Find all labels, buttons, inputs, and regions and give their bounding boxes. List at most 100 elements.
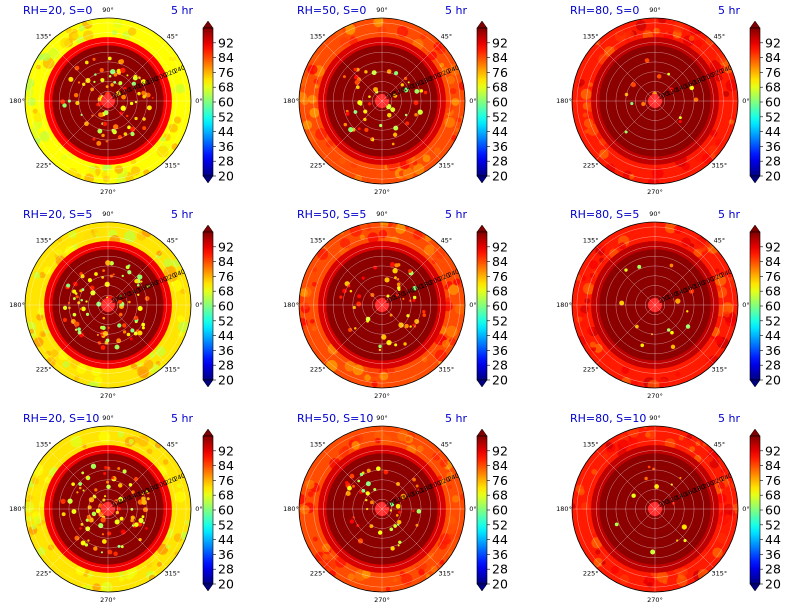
- angular-gridline: [107, 100, 167, 160]
- colorbar-tick-label: 28: [492, 358, 508, 373]
- speckle-mark: [146, 105, 152, 111]
- speckle-mark: [131, 490, 135, 494]
- field-blob: [435, 249, 446, 259]
- speckle-mark: [343, 122, 348, 127]
- angle-tick-label: 90°: [649, 6, 661, 14]
- field-blob: [610, 565, 619, 574]
- speckle-mark: [62, 103, 67, 108]
- field-blob: [673, 21, 685, 33]
- field-blob: [173, 533, 183, 543]
- speckle-mark: [122, 330, 127, 334]
- radial-tick-label: 160: [137, 79, 150, 90]
- polar-panel-8: 0° 45° 90° 135° 180° 225° 270° 315° 240220200180…: [283, 412, 477, 604]
- field-blob: [302, 324, 308, 330]
- field-blob: [180, 288, 186, 295]
- polar-frame: [24, 17, 192, 185]
- colorbar-tick-label: 76: [765, 65, 781, 80]
- speckle-mark: [118, 312, 123, 317]
- speckle-mark: [130, 507, 134, 511]
- speckle-mark: [101, 533, 105, 536]
- field-blob: [314, 350, 320, 356]
- field-blob: [716, 513, 729, 526]
- radial-tick-label: 220: [438, 68, 451, 79]
- speckle-mark: [122, 469, 127, 474]
- radial-tick-label: 200: [429, 480, 442, 491]
- speckle-mark: [88, 497, 95, 503]
- speckle-mark: [399, 541, 402, 544]
- speckle-mark: [78, 486, 82, 490]
- field-blob: [130, 363, 138, 370]
- angle-tick-label: 270°: [100, 392, 116, 400]
- speckle-mark: [119, 516, 124, 521]
- colorbar-tick-label: 52: [492, 517, 508, 532]
- field-blob: [644, 432, 651, 438]
- field-blob: [156, 250, 162, 256]
- radial-tick-label: 220: [164, 272, 177, 283]
- speckle-mark: [630, 82, 636, 88]
- polar-frame: [298, 221, 466, 389]
- speckle-mark: [656, 74, 662, 79]
- speckle-mark: [355, 85, 360, 90]
- field-blob: [174, 491, 186, 503]
- speckle-mark: [84, 60, 89, 65]
- speckle-mark: [130, 328, 135, 333]
- angular-gridline: [323, 42, 383, 102]
- colorbar-tick-label: 68: [765, 284, 781, 299]
- angle-tick-label: 270°: [647, 392, 663, 400]
- field-blob: [43, 353, 49, 360]
- field-blob: [598, 138, 607, 146]
- field-blob: [307, 491, 314, 498]
- speckle-mark: [105, 140, 108, 143]
- speckle-mark: [137, 330, 143, 336]
- colorbar-bar: [202, 435, 214, 585]
- polar-frame: [298, 17, 466, 185]
- colorbar-tick-label: 52: [765, 109, 781, 124]
- field-blob: [432, 452, 441, 461]
- speckle-mark: [77, 327, 81, 332]
- speckle-mark: [392, 268, 398, 274]
- field-blob: [427, 361, 434, 368]
- field-blob: [428, 51, 437, 61]
- field-blob: [162, 459, 169, 465]
- angle-tick-label: 135°: [583, 237, 599, 245]
- angle-tick-label: 90°: [649, 414, 661, 422]
- speckle-mark: [349, 289, 353, 293]
- angular-gridline: [323, 304, 383, 364]
- speckle-mark: [348, 327, 353, 332]
- angle-tick-label: 315°: [165, 569, 181, 577]
- angle-tick-label: 315°: [712, 365, 728, 373]
- speckle-mark: [387, 112, 392, 118]
- angular-gridline: [107, 246, 167, 306]
- field-blob: [307, 64, 318, 75]
- speckle-mark: [107, 531, 112, 536]
- angular-gridline: [323, 508, 383, 568]
- angular-gridline: [654, 246, 714, 306]
- speckle-mark: [396, 282, 401, 287]
- field-blob: [646, 582, 653, 588]
- speckle-mark: [71, 482, 75, 486]
- field-blob: [579, 320, 587, 328]
- speckle-mark: [396, 277, 400, 281]
- field-blob: [715, 138, 723, 147]
- speckle-mark: [142, 507, 148, 513]
- field-blob: [33, 337, 44, 348]
- speckle-mark: [80, 113, 83, 116]
- field-blob: [106, 168, 115, 176]
- speckle-mark: [349, 519, 355, 524]
- angle-tick-label: 45°: [714, 441, 726, 449]
- speckle-mark: [141, 499, 147, 505]
- field-blob: [679, 567, 688, 576]
- field-blob: [405, 158, 412, 165]
- angular-gridline: [654, 100, 714, 160]
- radial-tick-label: 120: [666, 291, 679, 302]
- colorbar-extend-top: [202, 428, 214, 437]
- field-blob: [446, 75, 456, 85]
- speckle-mark: [72, 297, 76, 300]
- field-blob: [142, 156, 150, 164]
- field-blob: [719, 83, 725, 88]
- speckle-mark: [68, 306, 71, 310]
- angle-tick-label: 135°: [583, 441, 599, 449]
- speckle-mark: [369, 524, 374, 529]
- panel-time-label: 5 hr: [171, 412, 193, 425]
